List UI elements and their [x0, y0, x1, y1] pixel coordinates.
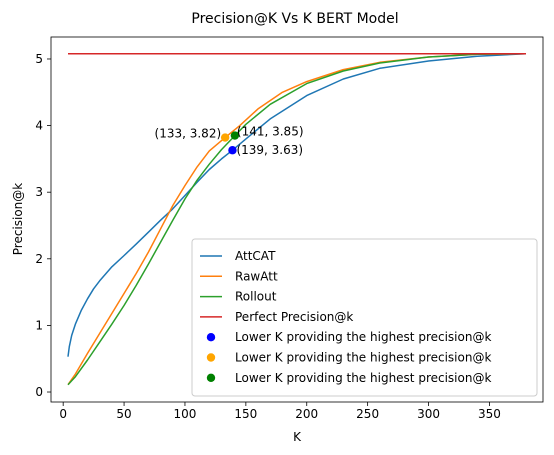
legend-swatch-dot [206, 353, 216, 362]
x-tick-label: 200 [295, 407, 318, 421]
series-line-0 [67, 52, 527, 357]
x-tick-label: 300 [417, 407, 440, 421]
x-tick-label: 50 [116, 407, 131, 421]
point-label-0: (139, 3.63) [236, 143, 303, 157]
x-tick-label: 250 [356, 407, 379, 421]
plot-points: (139, 3.63) (133, 3.82) (141, 3.85) [155, 125, 304, 158]
series-line-2 [67, 52, 527, 386]
legend-box [191, 238, 538, 397]
x-axis-label: K [293, 430, 302, 444]
y-tick-label: 1 [35, 318, 43, 332]
y-tick-label: 0 [35, 385, 43, 399]
highlight-point-1 [220, 133, 230, 142]
y-axis-label: Precision@k [11, 183, 25, 256]
legend-swatch-dot [206, 373, 216, 382]
plot-frame [50, 36, 544, 403]
y-tick-label: 3 [35, 185, 43, 199]
point-label-1: (133, 3.82) [155, 127, 222, 141]
legend-label: Lower K providing the highest precision@… [235, 371, 491, 385]
legend-swatch-dot [206, 333, 216, 342]
y-tick-label: 4 [35, 119, 43, 133]
highlight-point-0 [228, 146, 237, 155]
legend: AttCAT RawAtt Rollout Perfect Precision@k Lo… [191, 238, 538, 397]
legend-label: Perfect Precision@k [235, 310, 353, 324]
point-label-2: (141, 3.85) [237, 125, 304, 139]
y-tick-label: 5 [35, 52, 43, 66]
legend-label: RawAtt [235, 269, 278, 283]
x-axis: 0 50 100 150 200 250 300 350 [59, 402, 501, 421]
legend-label: AttCAT [235, 249, 276, 263]
legend-label: Lower K providing the highest precision@… [235, 351, 491, 365]
chart-title: Precision@K Vs K BERT Model [191, 11, 398, 27]
legend-label: Rollout [235, 290, 277, 304]
highlight-point-2 [230, 131, 240, 140]
x-tick-label: 100 [174, 407, 197, 421]
y-axis: 0 1 2 3 4 5 [35, 52, 51, 399]
x-tick-label: 0 [59, 407, 67, 421]
legend-label: Lower K providing the highest precision@… [235, 330, 491, 344]
series-line-1 [67, 52, 527, 386]
x-tick-label: 150 [234, 407, 257, 421]
y-tick-label: 2 [35, 252, 43, 266]
plot-series [67, 52, 527, 386]
x-tick-label: 350 [478, 407, 501, 421]
